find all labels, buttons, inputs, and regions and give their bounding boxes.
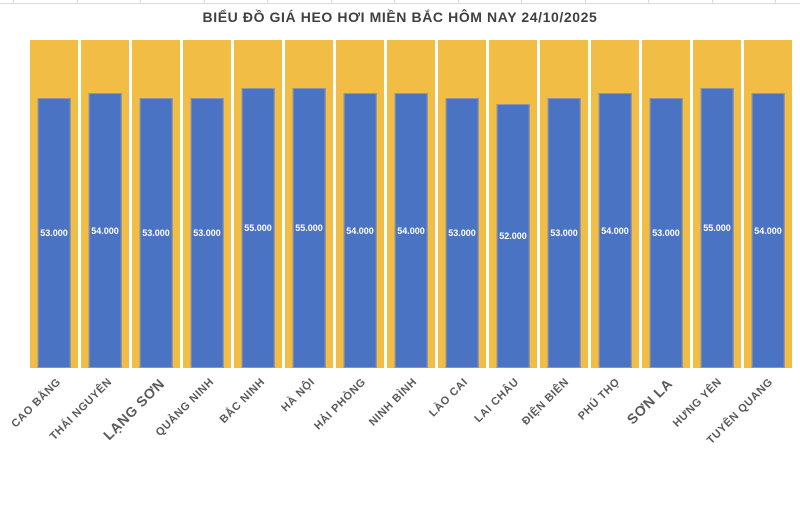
category-column: 54.000 xyxy=(591,40,639,368)
category-column: 52.000 xyxy=(489,40,537,368)
value-label: 53.000 xyxy=(40,228,68,239)
value-bar: 54.000 xyxy=(343,93,377,368)
value-label: 53.000 xyxy=(550,228,578,239)
x-axis-label: LẠNG SƠN xyxy=(99,375,168,443)
category-column: 55.000 xyxy=(234,40,282,368)
value-bar: 54.000 xyxy=(88,93,122,368)
x-axis-label: SƠN LA xyxy=(623,375,676,428)
x-axis-label: HẢI PHÒNG xyxy=(312,376,369,433)
value-bar: 53.000 xyxy=(37,98,71,368)
spreadsheet-column-tick xyxy=(457,0,459,3)
spreadsheet-column-tick xyxy=(521,0,522,3)
value-bar: 54.000 xyxy=(751,93,785,368)
x-axis-label: ĐIỆN BIÊN xyxy=(520,376,572,428)
x-axis-label: LAI CHÂU xyxy=(472,376,522,426)
spreadsheet-column-tick xyxy=(203,0,205,3)
spreadsheet-column-tick xyxy=(76,0,78,3)
value-bar: 54.000 xyxy=(598,93,632,368)
value-bar: 55.000 xyxy=(700,88,734,368)
value-bar: 53.000 xyxy=(649,98,683,368)
spreadsheet-column-tick xyxy=(775,0,776,3)
value-bar: 53.000 xyxy=(445,98,479,368)
value-label: 54.000 xyxy=(91,225,119,236)
category-column: 53.000 xyxy=(642,40,690,368)
x-axis-label: HÀ NỘI xyxy=(279,376,318,415)
category-column: 53.000 xyxy=(30,40,78,368)
value-bar: 52.000 xyxy=(496,103,530,368)
value-label: 55.000 xyxy=(295,223,323,234)
category-column: 54.000 xyxy=(744,40,792,368)
spreadsheet-column-tick xyxy=(648,0,649,3)
x-axis-label: TUYÊN QUANG xyxy=(704,376,776,447)
value-label: 54.000 xyxy=(754,225,782,236)
value-bar: 54.000 xyxy=(394,93,428,368)
spreadsheet-gridline xyxy=(0,3,800,4)
category-column: 55.000 xyxy=(693,40,741,368)
category-column: 54.000 xyxy=(81,40,129,368)
category-column: 53.000 xyxy=(132,40,180,368)
value-label: 55.000 xyxy=(244,223,272,234)
x-axis-label: HƯNG YÊN xyxy=(670,376,725,430)
x-axis-label: BẮC NINH xyxy=(217,376,268,426)
spreadsheet-column-tick xyxy=(330,0,332,3)
value-label: 55.000 xyxy=(703,223,731,234)
value-label: 54.000 xyxy=(346,225,374,236)
category-column: 55.000 xyxy=(285,40,333,368)
category-column: 53.000 xyxy=(183,40,231,368)
spreadsheet-column-tick xyxy=(140,0,141,3)
value-bar: 55.000 xyxy=(241,88,275,368)
value-label: 53.000 xyxy=(142,228,170,239)
x-axis-label: LÀO CAI xyxy=(426,376,471,420)
value-label: 53.000 xyxy=(193,228,221,239)
value-bar: 55.000 xyxy=(292,88,326,368)
value-label: 54.000 xyxy=(601,225,629,236)
plot-area: 53.000 54.000 53.000 53.000 55.000 55.000 54.0… xyxy=(30,40,792,368)
x-axis-label: QUẢNG NINH xyxy=(153,376,217,439)
value-bar: 53.000 xyxy=(190,98,224,368)
value-label: 52.000 xyxy=(499,230,527,241)
x-axis-label: PHÚ THỌ xyxy=(576,376,623,423)
spreadsheet-column-tick xyxy=(711,0,713,3)
category-column: 53.000 xyxy=(438,40,486,368)
value-label: 54.000 xyxy=(397,225,425,236)
chart-window: BIỂU ĐỒ GIÁ HEO HƠI MIỀN BẮC HÔM NAY 24/… xyxy=(0,0,800,447)
category-column: 54.000 xyxy=(336,40,384,368)
x-axis-label: THÁI NGUYÊN xyxy=(47,376,115,443)
spreadsheet-column-tick xyxy=(267,0,268,3)
category-column: 54.000 xyxy=(387,40,435,368)
spreadsheet-column-tick xyxy=(394,0,395,3)
category-column: 53.000 xyxy=(540,40,588,368)
value-bar: 53.000 xyxy=(139,98,173,368)
x-axis-label: CAO BẰNG xyxy=(9,376,64,431)
value-label: 53.000 xyxy=(652,228,680,239)
x-axis-label: NINH BÌNH xyxy=(366,376,420,429)
value-bar: 53.000 xyxy=(547,98,581,368)
spreadsheet-column-tick xyxy=(584,0,586,3)
spreadsheet-column-tick xyxy=(13,0,14,3)
chart-title: BIỂU ĐỒ GIÁ HEO HƠI MIỀN BẮC HÔM NAY 24/… xyxy=(202,9,598,25)
value-label: 53.000 xyxy=(448,228,476,239)
